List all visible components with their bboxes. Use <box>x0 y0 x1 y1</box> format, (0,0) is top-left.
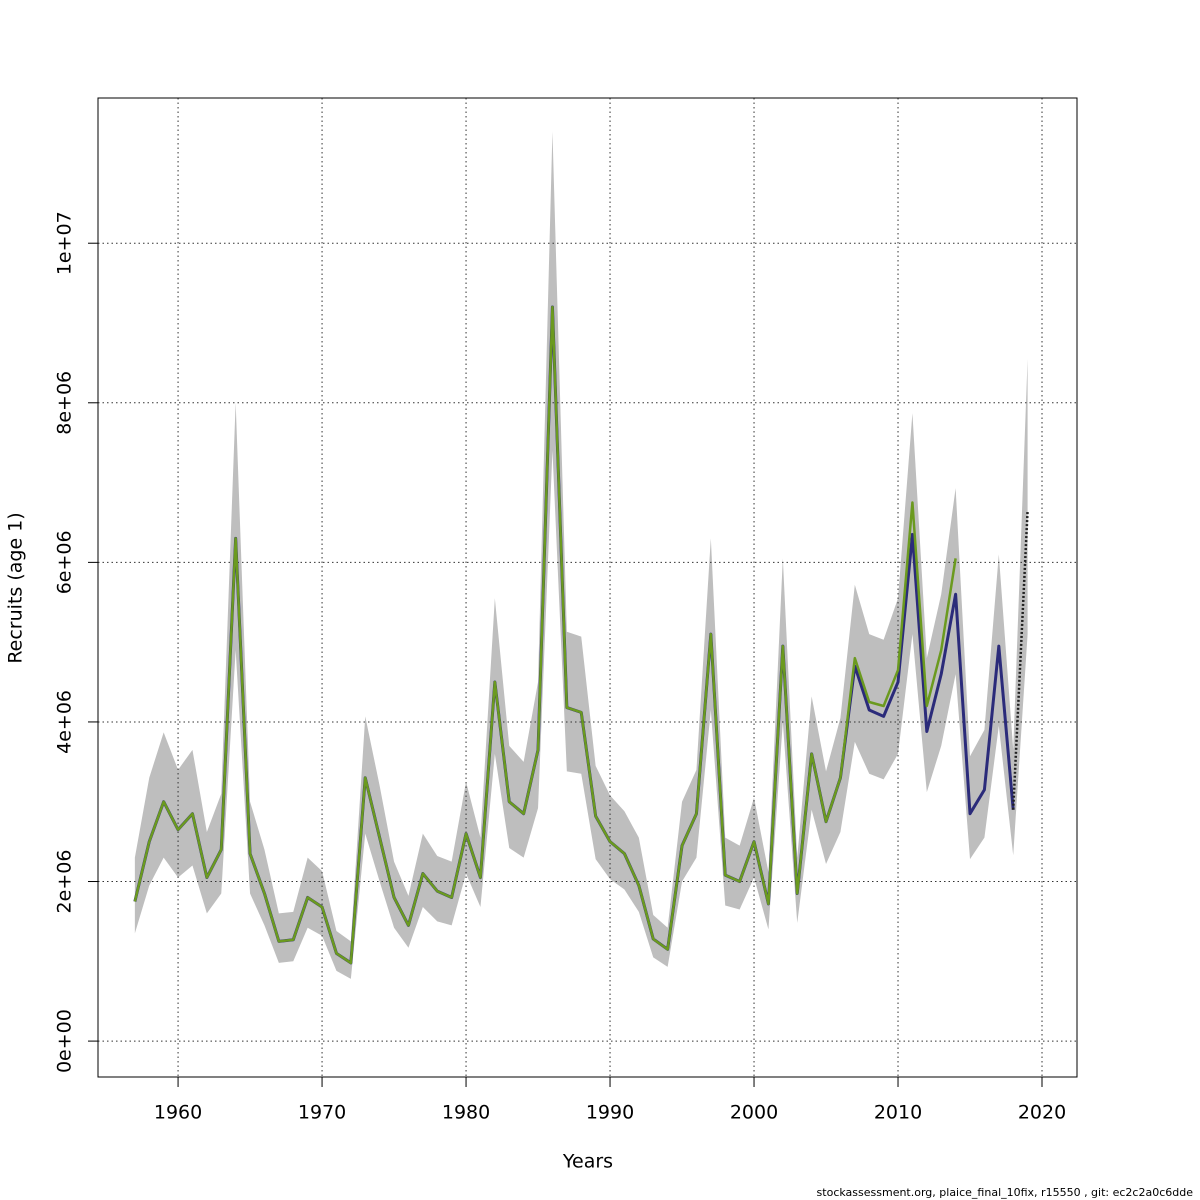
y-tick-label: 4e+06 <box>54 690 76 754</box>
series-line <box>133 305 957 965</box>
x-axis-title: Years <box>562 1151 613 1173</box>
plot-frame <box>97 97 1078 1078</box>
x-tick-label: 2000 <box>730 1102 778 1124</box>
x-tick-label: 2020 <box>1018 1102 1066 1124</box>
x-tick-label: 1980 <box>442 1102 490 1124</box>
y-tick-label: 2e+06 <box>54 850 76 914</box>
confidence-band <box>134 131 1028 979</box>
x-tick-label: 2010 <box>874 1102 922 1124</box>
y-tick-label: 0e+00 <box>54 1009 76 1073</box>
x-tick-label: 1970 <box>298 1102 346 1124</box>
y-tick-label: 6e+06 <box>54 530 76 594</box>
footnote: stockassessment.org, plaice_final_10fix,… <box>817 1186 1194 1199</box>
x-tick-label: 1960 <box>154 1102 202 1124</box>
y-tick-label: 1e+07 <box>54 211 76 275</box>
y-axis-title: Recruits (age 1) <box>5 512 27 663</box>
x-tick-label: 1990 <box>586 1102 634 1124</box>
y-tick-label: 8e+06 <box>54 371 76 435</box>
series-line <box>1011 510 1029 810</box>
